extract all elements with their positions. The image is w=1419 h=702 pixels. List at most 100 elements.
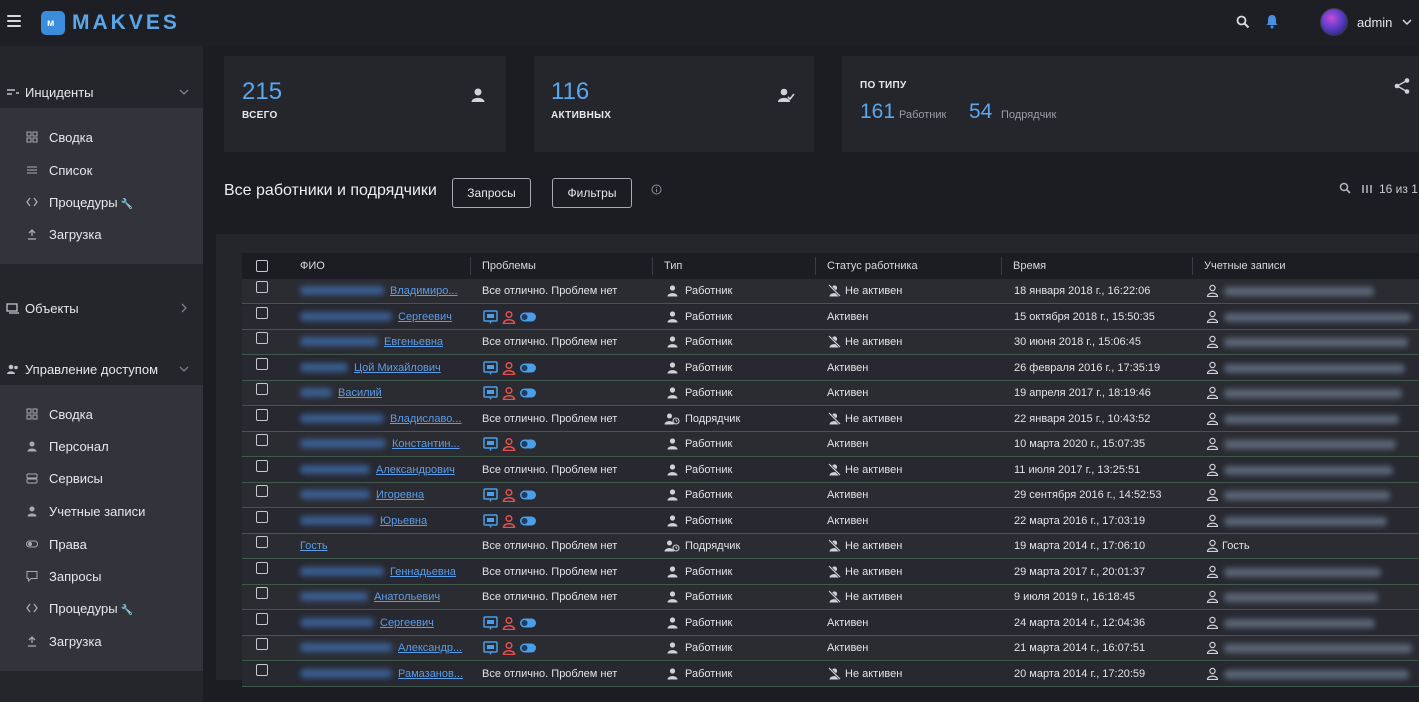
sidebar-item-rights[interactable]: Права [0,530,203,558]
search-icon[interactable] [1236,15,1250,29]
row-checkbox[interactable] [256,459,268,472]
stat-card-total: 215 ВСЕГО [224,56,506,152]
user-name[interactable]: admin [1357,15,1393,30]
sidebar-item-access-summary[interactable]: Сводка [0,400,203,428]
table-row[interactable]: Анатольевич Все отлично. Проблем нет Работ… [242,585,1419,610]
requests-button[interactable]: Запросы [452,178,531,208]
table-row[interactable]: Цой Михайлович Работник Активен 26 февраля … [242,355,1419,381]
sidebar-item-label: Персонал [49,439,109,454]
sidebar-item-incidents-upload[interactable]: Загрузка [0,220,203,248]
search-icon[interactable] [1339,182,1351,194]
chevron-down-icon[interactable] [1402,17,1412,27]
table-row[interactable]: Сергеевич Работник Активен 15 октября 2018 … [242,304,1419,330]
logo-icon[interactable] [41,11,65,35]
sidebar-section-access[interactable]: Управление доступом [0,354,203,384]
table-row[interactable]: Юрьевна Работник Активен 22 марта 2016 г., … [242,508,1419,534]
table-row[interactable]: Евгеньевна Все отлично. Проблем нет Работн… [242,330,1419,355]
column-header-problems[interactable]: Проблемы [482,260,536,272]
employee-name-link[interactable]: Анатольевич [374,591,441,603]
employee-name-link[interactable]: Владимиро... [390,285,458,297]
row-checkbox[interactable] [256,485,268,497]
employee-name-link[interactable]: Василий [338,387,382,399]
sidebar-item-incidents-summary[interactable]: Сводка [0,123,203,151]
problem-icons[interactable] [483,488,539,503]
employee-type: Работник [685,642,733,654]
sidebar-item-accounts[interactable]: Учетные записи [0,497,203,525]
sidebar-section-incidents[interactable]: Инциденты [0,77,203,107]
sidebar-item-incidents-procedures[interactable]: Процедуры 🔧 [0,188,203,216]
table-row[interactable]: Владимиро... Все отлично. Проблем нет Рабо… [242,279,1419,304]
person-icon [666,514,679,527]
table-row[interactable]: Константин... Работник Активен 10 марта 202… [242,432,1419,457]
sidebar-item-requests[interactable]: Запросы [0,562,203,590]
row-checkbox[interactable] [256,357,268,370]
column-header-type[interactable]: Тип [664,260,683,272]
avatar[interactable] [1320,8,1348,36]
employee-name-link[interactable]: Сергеевич [380,616,434,629]
sidebar-item-access-procedures[interactable]: Процедуры 🔧 [0,594,203,622]
bell-icon[interactable] [1265,14,1279,29]
employee-name-link[interactable]: Александр... [398,642,463,654]
employee-name-link[interactable]: Константин... [392,438,460,450]
row-checkbox[interactable] [256,383,268,395]
menu-icon[interactable] [7,15,21,27]
employee-name-link[interactable]: Цой Михайлович [354,361,441,374]
row-checkbox[interactable] [256,408,268,421]
row-checkbox[interactable] [256,306,268,319]
info-icon[interactable] [651,184,662,195]
columns-icon[interactable] [1362,184,1372,194]
row-checkbox[interactable] [256,332,268,344]
employee-name-link[interactable]: Игоревна [376,489,425,501]
row-checkbox[interactable] [256,612,268,625]
problem-icons[interactable] [483,309,539,324]
row-checkbox[interactable] [256,536,268,548]
table-row[interactable]: Василий Работник Активен 19 апреля 2017 г.,… [242,381,1419,406]
employee-type: Подрядчик [685,540,741,552]
row-checkbox[interactable] [256,663,268,676]
table-row[interactable]: Гость Все отлично. Проблем нет Подрядчик Не… [242,534,1419,559]
problem-icons[interactable] [483,437,539,452]
problem-icons[interactable] [483,360,539,375]
employee-name-link[interactable]: Владиславо... [390,412,462,425]
employee-name-link[interactable]: Гость [300,540,328,552]
row-checkbox[interactable] [256,281,268,293]
problem-icons[interactable] [483,615,539,630]
chevron-down-icon [179,89,189,95]
table-row[interactable]: Рамазанов... Все отлично. Проблем нет Рабо… [242,661,1419,687]
employee-type: Работник [685,565,733,578]
sidebar-item-access-upload[interactable]: Загрузка [0,627,203,655]
employee-name-link[interactable]: Геннадьевна [390,565,456,578]
row-checkbox[interactable] [256,638,268,650]
problem-icons[interactable] [483,641,539,656]
sidebar-section-objects[interactable]: Объекты [0,293,203,323]
employee-name-link[interactable]: Рамазанов... [398,667,464,680]
sidebar-item-personnel[interactable]: Персонал [0,432,203,460]
sidebar-item-services[interactable]: Сервисы [0,464,203,492]
table-row[interactable]: Геннадьевна Все отлично. Проблем нет Работ… [242,559,1419,585]
table-row[interactable]: Игоревна Работник Активен 29 сентября 2016 … [242,483,1419,508]
account-name[interactable]: Гость [1222,540,1250,552]
table-row[interactable]: Александрович Все отлично. Проблем нет Раб… [242,457,1419,483]
problem-icons[interactable] [483,513,539,528]
row-checkbox[interactable] [256,510,268,523]
column-header-time[interactable]: Время [1013,260,1047,272]
share-icon[interactable] [1393,77,1411,95]
sidebar-item-incidents-list[interactable]: Список [0,156,203,184]
row-checkbox[interactable] [256,434,268,446]
table-row[interactable]: Александр... Работник Активен 21 марта 2014… [242,636,1419,661]
row-checkbox[interactable] [256,587,268,599]
employee-name-link[interactable]: Сергеевич [398,310,452,323]
table-row[interactable]: Сергеевич Работник Активен 24 марта 2014 г.… [242,610,1419,636]
row-checkbox[interactable] [256,561,268,574]
select-all-checkbox[interactable] [256,260,268,272]
column-header-fio[interactable]: ФИО [300,260,325,272]
employee-name-link[interactable]: Юрьевна [380,514,428,527]
table-row[interactable]: Владиславо... Все отлично. Проблем нет Под… [242,406,1419,432]
column-header-accounts[interactable]: Учетные записи [1204,260,1286,272]
column-header-status[interactable]: Статус работника [827,260,918,272]
employee-name-link[interactable]: Евгеньевна [384,336,444,348]
problem-icons[interactable] [483,386,539,401]
app-logo[interactable]: MAKVES [72,11,180,34]
employee-name-link[interactable]: Александрович [376,463,455,476]
filters-button[interactable]: Фильтры [552,178,632,208]
